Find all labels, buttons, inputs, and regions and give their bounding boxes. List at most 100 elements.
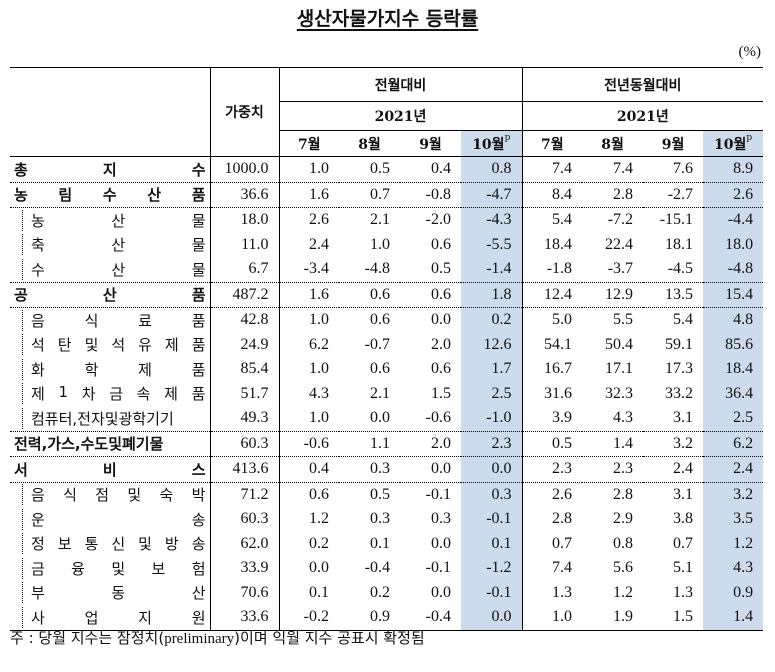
mom-cell: 0.3 — [431, 510, 451, 528]
yoy-cell: 1.4 — [703, 605, 764, 631]
yoy-cell: 2.8 — [552, 510, 573, 528]
mom-cell: 0.3 — [339, 456, 400, 482]
yoy-cell: 1.5 — [643, 605, 704, 631]
yoy-cell: 4.8 — [703, 307, 764, 333]
mom-cell: 0.6 — [431, 360, 451, 378]
mom-cell: 0.4 — [279, 456, 339, 482]
weight-cell: 24.9 — [210, 332, 280, 357]
yoy-cell: 2.5 — [703, 406, 764, 431]
mom-cell: 0.6 — [370, 360, 390, 378]
yoy-cell: 2.4 — [643, 456, 704, 482]
weight-cell: 36.6 — [210, 181, 280, 208]
mom-cell: -2.0 — [400, 207, 461, 233]
yoy-cell: 7.6 — [673, 160, 694, 178]
yoy-cell: 1.4 — [582, 430, 644, 457]
yoy-cell: 12.9 — [582, 281, 644, 308]
mom-cell: -5.5 — [461, 232, 523, 257]
yoy-cell: 17.3 — [665, 360, 694, 378]
mom-cell: 0.6 — [339, 307, 400, 333]
yoy-cell: 3.2 — [703, 481, 764, 507]
mom-cell: 0.8 — [461, 156, 523, 182]
month-header-yoy-7: 7월 — [522, 130, 583, 157]
table-row: 컴퓨터,전자및광학기기 49.3 1.0 0.0 -0.6 -1.0 3.9 4.3 3.1 2.… — [10, 406, 764, 431]
mom-cell: 12.6 — [461, 332, 523, 357]
weight-cell: 487.2 — [210, 281, 280, 308]
weight-cell: 71.2 — [210, 481, 280, 507]
yoy-cell: 0.5 — [522, 430, 583, 457]
row-label: 전력,가스,수도및폐기물 — [10, 430, 211, 457]
mom-cell: 0.7 — [339, 181, 400, 208]
yoy-cell: 0.8 — [613, 534, 634, 552]
yoy-cell: 0.7 — [552, 534, 573, 552]
month-header-yoy-9: 9월 — [643, 130, 704, 157]
weight-cell: 85.4 — [210, 357, 280, 382]
weight-header: 가중치 — [210, 67, 280, 157]
table-row: 부 동 산 70.6 0.1 0.2 0.0 -0.1 1.3 1.2 1.3 0.9 — [10, 580, 764, 605]
mom-cell: -0.4 — [400, 605, 461, 631]
month-header-mom-9: 9월 — [400, 130, 461, 157]
mom-cell: -1.2 — [461, 556, 523, 581]
yoy-cell: 8.4 — [522, 181, 583, 208]
mom-cell: 0.4 — [431, 160, 451, 178]
mom-cell: 2.4 — [309, 235, 329, 253]
yoy-cell: 18.4 — [703, 357, 764, 382]
mom-cell: 1.2 — [309, 510, 329, 528]
mom-cell: -4.7 — [461, 181, 523, 208]
yoy-cell: 12.4 — [522, 281, 583, 308]
footnote: 주 : 당월 지수는 잠정치(preliminary)이며 익월 지수 공표시 … — [10, 629, 425, 647]
weight-cell: 6.7 — [210, 257, 280, 282]
mom-cell: 1.5 — [431, 384, 451, 402]
table-row: 화 학 제 품 85.4 1.0 0.6 0.6 1.7 16.7 17.1 17.3 18.4 — [10, 357, 764, 382]
page-title: 생산자물가지수 등락률 — [296, 8, 479, 30]
mom-cell: -4.3 — [461, 207, 523, 233]
yoy-cell: 59.1 — [665, 335, 694, 353]
mom-group-header: 전월대비 — [279, 67, 523, 102]
yoy-cell: -7.2 — [582, 207, 644, 233]
yoy-cell: 1.9 — [582, 605, 644, 631]
mom-cell: -0.1 — [425, 559, 451, 577]
yoy-cell: 5.4 — [522, 207, 583, 233]
row-label: 컴퓨터,전자및광학기기 — [10, 406, 211, 431]
yoy-cell: 7.4 — [552, 559, 573, 577]
mom-cell: 0.0 — [461, 456, 523, 482]
mom-cell: -0.7 — [364, 335, 390, 353]
mom-cell: 0.2 — [309, 534, 329, 552]
weight-cell: 33.6 — [210, 605, 280, 631]
table-row: 서 비 스 413.6 0.4 0.3 0.0 0.0 2.3 2.3 2.4 2.4 — [10, 456, 764, 482]
month-header-yoy-8: 8월 — [582, 130, 644, 157]
weight-cell: 11.0 — [210, 232, 280, 257]
yoy-cell: 2.8 — [582, 181, 644, 208]
table-row: 운 송 60.3 1.2 0.3 0.3 -0.1 2.8 2.9 3.8 3.5 — [10, 507, 764, 532]
yoy-cell: 1.3 — [673, 583, 694, 601]
mom-cell: 2.5 — [461, 381, 523, 406]
yoy-cell: 3.1 — [673, 409, 694, 427]
yoy-cell: 54.1 — [544, 335, 573, 353]
mom-cell: 1.0 — [309, 409, 329, 427]
table-row: 총 지 수 1000.0 1.0 0.5 0.4 0.8 7.4 7.4 7.6 8.9 — [10, 156, 764, 182]
yoy-cell: 4.3 — [703, 556, 764, 581]
yoy-cell: 0.9 — [703, 580, 764, 605]
mom-cell: 0.6 — [279, 481, 339, 507]
mom-cell: 1.0 — [309, 160, 329, 178]
weight-cell: 51.7 — [210, 381, 280, 406]
mom-cell: 0.0 — [431, 534, 451, 552]
yoy-cell: 2.8 — [582, 481, 644, 507]
weight-cell: 33.9 — [210, 556, 280, 581]
table-body: 총 지 수 1000.0 1.0 0.5 0.4 0.8 7.4 7.4 7.6 8.9 농 림 수 산 품 36… — [10, 156, 764, 631]
mom-cell: -4.8 — [364, 260, 390, 278]
yoy-cell: -15.1 — [643, 207, 704, 233]
yoy-cell: 5.4 — [643, 307, 704, 333]
mom-cell: 1.7 — [461, 357, 523, 382]
mom-cell: 0.1 — [370, 534, 390, 552]
table-header: 가중치 전월대비 전년동월대비 2021년 2021년 7월 8월 9월 10월p 7월… — [10, 67, 764, 157]
yoy-cell: -4.8 — [703, 257, 764, 282]
yoy-cell: -1.8 — [546, 260, 573, 278]
month-header-mom-8: 8월 — [339, 130, 400, 157]
mom-cell: 0.3 — [461, 481, 523, 507]
weight-cell: 413.6 — [210, 456, 280, 482]
table-row: 사 업 지 원 33.6 -0.2 0.9 -0.4 0.0 1.0 1.9 1.5 1.4 — [10, 605, 764, 631]
yoy-cell: 50.4 — [605, 335, 634, 353]
